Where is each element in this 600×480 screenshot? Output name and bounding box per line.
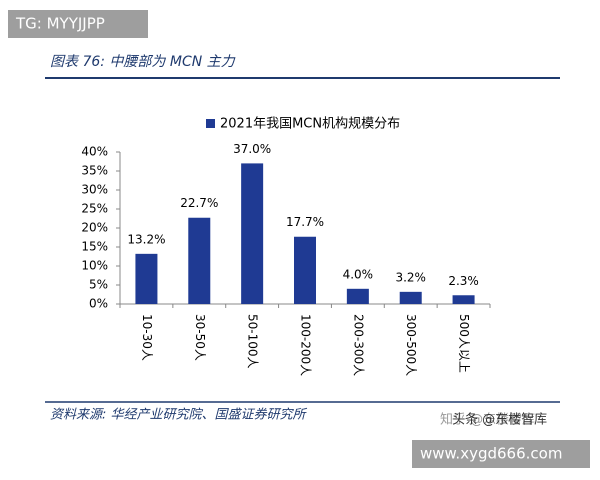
y-tick-label: 20% bbox=[81, 221, 108, 235]
x-tick-label: 100-200人 bbox=[299, 314, 313, 376]
legend-label: 2021年我国MCN机构规模分布 bbox=[220, 117, 400, 132]
bar bbox=[241, 163, 264, 304]
watermark-text: TG: MYYJJPP bbox=[15, 15, 105, 33]
x-tick-label: 10-30人 bbox=[140, 314, 154, 361]
bar bbox=[399, 291, 422, 304]
y-tick-label: 35% bbox=[81, 164, 108, 178]
bar bbox=[188, 217, 211, 304]
x-tick-label: 200-300人 bbox=[351, 314, 365, 376]
y-tick-label: 0% bbox=[89, 297, 108, 311]
x-tick-label: 50-100人 bbox=[246, 314, 260, 369]
y-tick-label: 40% bbox=[81, 145, 108, 159]
value-label: 4.0% bbox=[343, 267, 374, 281]
value-label: 17.7% bbox=[286, 215, 324, 229]
value-label: 22.7% bbox=[180, 196, 218, 210]
y-tick-label: 25% bbox=[81, 202, 108, 216]
header-title: 图表 76: 中腰部为 MCN 主力 bbox=[50, 54, 236, 70]
y-tick-label: 30% bbox=[81, 183, 108, 197]
bar bbox=[452, 295, 475, 304]
bar bbox=[294, 236, 316, 304]
watermark-toutiao: 头条 @东楼智库 bbox=[452, 412, 547, 428]
watermark-zhihu: 知乎 @东楼智库 bbox=[440, 412, 535, 428]
y-tick-label: 10% bbox=[81, 259, 108, 273]
x-tick-label: 500人以上 bbox=[457, 314, 471, 373]
value-label: 3.2% bbox=[395, 270, 426, 284]
bar bbox=[135, 253, 158, 304]
value-label: 2.3% bbox=[448, 274, 479, 288]
value-label: 37.0% bbox=[233, 142, 271, 156]
value-label: 13.2% bbox=[127, 232, 165, 246]
watermark-text: www.xygd666.com bbox=[420, 445, 562, 463]
chart: 0% 5% 10% 15% 20% 25% 30% 35% 40% 2021年我国MCN机构规模分… bbox=[81, 117, 491, 376]
watermark-box bbox=[8, 10, 148, 38]
legend-swatch bbox=[206, 119, 215, 128]
x-tick-label: 30-50人 bbox=[193, 314, 207, 361]
y-tick-label: 5% bbox=[89, 278, 108, 292]
y-tick-label: 15% bbox=[81, 240, 108, 254]
source-text: 资料来源: 华经产业研究院、国盛证券研究所 bbox=[50, 407, 308, 423]
watermark-box bbox=[412, 440, 590, 468]
bar bbox=[346, 288, 369, 304]
x-tick-label: 300-500人 bbox=[404, 314, 418, 376]
